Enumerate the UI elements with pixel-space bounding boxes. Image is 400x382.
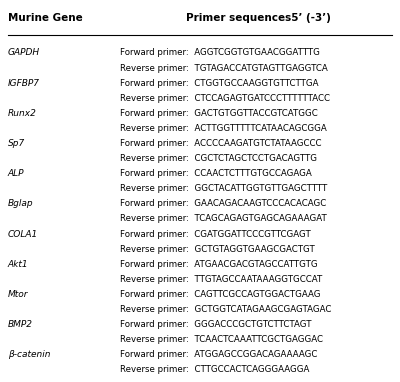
Text: Reverse primer:  CTTGCCACTCAGGGAAGGA: Reverse primer: CTTGCCACTCAGGGAAGGA — [120, 365, 309, 374]
Text: Reverse primer:  TGTAGACCATGTAGTTGAGGTCA: Reverse primer: TGTAGACCATGTAGTTGAGGTCA — [120, 63, 327, 73]
Text: Reverse primer:  GCTGGTCATAGAAGCGAGTAGAC: Reverse primer: GCTGGTCATAGAAGCGAGTAGAC — [120, 305, 331, 314]
Text: Reverse primer:  GGCTACATTGGTGTTGAGCTTTT: Reverse primer: GGCTACATTGGTGTTGAGCTTTT — [120, 184, 327, 193]
Text: Forward primer:  CGATGGATTCCCGTTCGAGT: Forward primer: CGATGGATTCCCGTTCGAGT — [120, 230, 310, 239]
Text: β-catenin: β-catenin — [8, 350, 50, 359]
Text: Forward primer:  ATGAACGACGTAGCCATTGTG: Forward primer: ATGAACGACGTAGCCATTGTG — [120, 260, 317, 269]
Text: Reverse primer:  CTCCAGAGTGATCCCTTTTTTACC: Reverse primer: CTCCAGAGTGATCCCTTTTTTACC — [120, 94, 330, 103]
Text: Reverse primer:  TTGTAGCCAATAAAGGTGCCAT: Reverse primer: TTGTAGCCAATAAAGGTGCCAT — [120, 275, 322, 284]
Text: Reverse primer:  TCAACTCAAATTCGCTGAGGAC: Reverse primer: TCAACTCAAATTCGCTGAGGAC — [120, 335, 323, 344]
Text: Reverse primer:  TCAGCAGAGTGAGCAGAAAGAT: Reverse primer: TCAGCAGAGTGAGCAGAAAGAT — [120, 214, 326, 223]
Text: Runx2: Runx2 — [8, 109, 37, 118]
Text: IGFBP7: IGFBP7 — [8, 79, 40, 87]
Text: Akt1: Akt1 — [8, 260, 28, 269]
Text: Forward primer:  GAACAGACAAGTCCCACACAGC: Forward primer: GAACAGACAAGTCCCACACAGC — [120, 199, 326, 209]
Text: Forward primer:  AGGTCGGTGTGAACGGATTTG: Forward primer: AGGTCGGTGTGAACGGATTTG — [120, 49, 320, 57]
Text: Reverse primer:  ACTTGGTTTTTCATAACAGCGGA: Reverse primer: ACTTGGTTTTTCATAACAGCGGA — [120, 124, 326, 133]
Text: Murine Gene: Murine Gene — [8, 13, 83, 23]
Text: Forward primer:  CTGGTGCCAAGGTGTTCTTGA: Forward primer: CTGGTGCCAAGGTGTTCTTGA — [120, 79, 318, 87]
Text: BMP2: BMP2 — [8, 320, 33, 329]
Text: Reverse primer:  CGCTCTAGCTCCTGACAGTTG: Reverse primer: CGCTCTAGCTCCTGACAGTTG — [120, 154, 317, 163]
Text: Mtor: Mtor — [8, 290, 28, 299]
Text: Forward primer:  ATGGAGCCGGACAGAAAAGC: Forward primer: ATGGAGCCGGACAGAAAAGC — [120, 350, 317, 359]
Text: Forward primer:  CCAACTCTTTGTGCCAGAGA: Forward primer: CCAACTCTTTGTGCCAGAGA — [120, 169, 311, 178]
Text: Forward primer:  CAGTTCGCCAGTGGACTGAAG: Forward primer: CAGTTCGCCAGTGGACTGAAG — [120, 290, 320, 299]
Text: Forward primer:  GACTGTGGTTACCGTCATGGC: Forward primer: GACTGTGGTTACCGTCATGGC — [120, 109, 317, 118]
Text: Forward primer:  GGGACCCGCTGTCTTCTAGT: Forward primer: GGGACCCGCTGTCTTCTAGT — [120, 320, 311, 329]
Text: Forward primer:  ACCCCAAGATGTCTATAAGCCC: Forward primer: ACCCCAAGATGTCTATAAGCCC — [120, 139, 321, 148]
Text: ALP: ALP — [8, 169, 24, 178]
Text: Primer sequences5’ (-3’): Primer sequences5’ (-3’) — [186, 13, 331, 23]
Text: Bglap: Bglap — [8, 199, 34, 209]
Text: Sp7: Sp7 — [8, 139, 25, 148]
Text: Reverse primer:  GCTGTAGGTGAAGCGACTGT: Reverse primer: GCTGTAGGTGAAGCGACTGT — [120, 244, 314, 254]
Text: COLA1: COLA1 — [8, 230, 38, 239]
Text: GAPDH: GAPDH — [8, 49, 40, 57]
